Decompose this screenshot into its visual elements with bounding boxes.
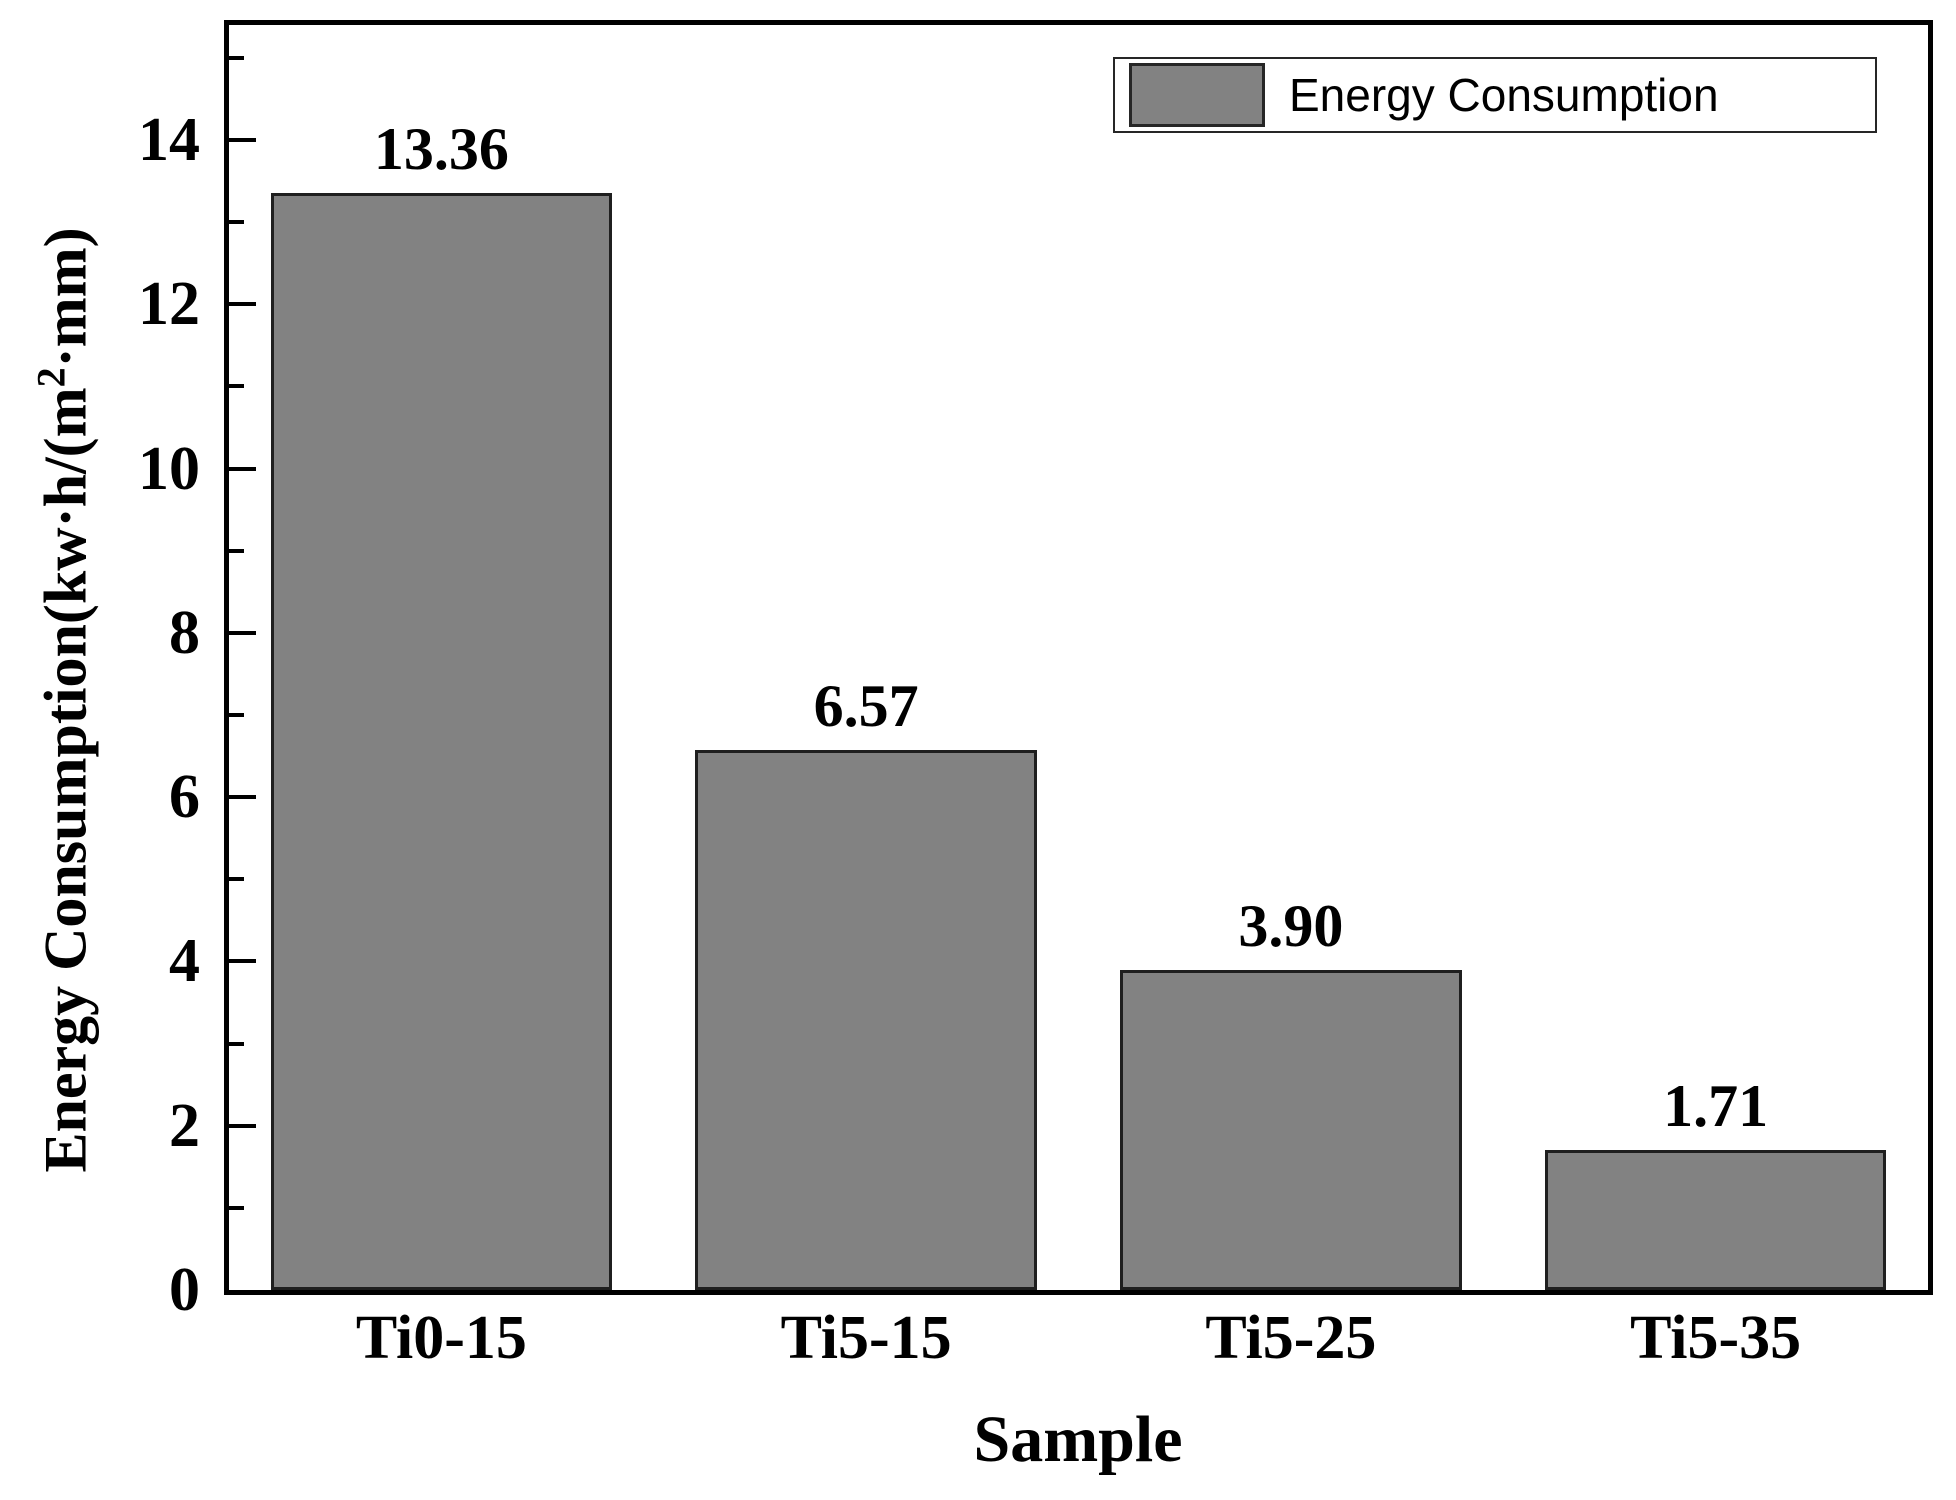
plot-area: 13.36 6.57 3.90 1.71: [224, 20, 1933, 1295]
y-major-tick-14: [229, 138, 256, 142]
y-minor-tick-3: [229, 1041, 244, 1046]
y-minor-tick-1: [229, 1205, 244, 1210]
bar-Ti5-15: [695, 750, 1037, 1290]
legend: Energy Consumption: [1113, 57, 1877, 133]
plot-inner: 13.36 6.57 3.90 1.71: [229, 25, 1928, 1290]
y-tick-label-8: 8: [169, 598, 200, 667]
y-tick-label-14: 14: [138, 106, 200, 174]
y-tick-label-2: 2: [169, 1091, 200, 1160]
bar-value-label-Ti5-25: 3.90: [1238, 892, 1344, 959]
bar-value-label-Ti5-15: 6.57: [813, 673, 919, 740]
y-tick-label-10: 10: [138, 434, 200, 503]
x-tick-label-Ti5-15: Ti5-15: [780, 1304, 952, 1372]
y-tick-label-0: 0: [169, 1256, 200, 1324]
x-axis-title: Sample: [973, 1403, 1183, 1476]
x-tick-label-Ti5-25: Ti5-25: [1205, 1304, 1377, 1372]
y-axis-title-superscript: 2: [28, 367, 74, 388]
legend-swatch: [1129, 63, 1265, 127]
y-minor-tick-7: [229, 713, 244, 717]
legend-label: Energy Consumption: [1289, 69, 1719, 121]
y-minor-tick-5: [229, 877, 244, 882]
bar-Ti5-35: [1544, 1149, 1887, 1290]
y-major-tick-12: [229, 302, 256, 307]
y-major-tick-10: [229, 466, 256, 471]
y-major-tick-2: [229, 1123, 256, 1128]
bar-value-label-Ti0-15: 13.36: [373, 115, 509, 182]
y-major-tick-6: [229, 795, 256, 800]
y-tick-label-12: 12: [138, 270, 200, 339]
y-minor-tick-15: [229, 55, 244, 60]
y-minor-tick-9: [229, 548, 244, 553]
y-minor-tick-13: [229, 220, 244, 225]
x-tick-label-Ti0-15: Ti0-15: [355, 1304, 527, 1372]
y-major-tick-4: [229, 959, 256, 964]
y-tick-label-4: 4: [169, 927, 200, 996]
bar-Ti5-25: [1120, 969, 1462, 1290]
bar-Ti0-15: [270, 192, 613, 1290]
y-minor-tick-11: [229, 384, 244, 389]
y-axis-title: Energy Consumption(kw·h/(m2·mm): [28, 227, 101, 1172]
y-major-tick-8: [229, 630, 256, 635]
x-tick-label-Ti5-35: Ti5-35: [1630, 1304, 1802, 1372]
y-tick-label-6: 6: [169, 763, 200, 832]
bar-value-label-Ti5-35: 1.71: [1663, 1072, 1769, 1139]
